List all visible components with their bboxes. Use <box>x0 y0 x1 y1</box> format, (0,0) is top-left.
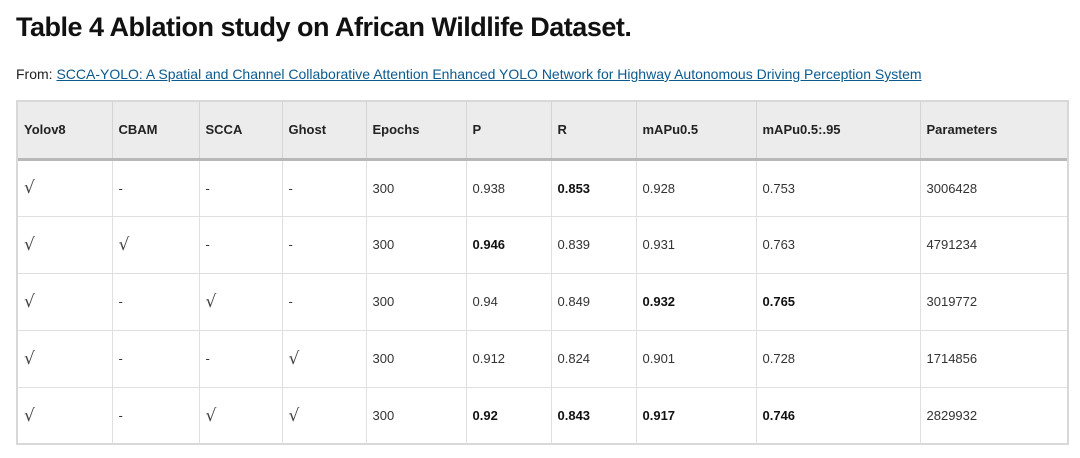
table-cell: - <box>282 216 367 274</box>
table-cell: √ <box>199 273 283 331</box>
table-cell: √ <box>18 330 113 388</box>
table-cell: 3006428 <box>920 159 1067 217</box>
table-cell: √ <box>18 273 113 331</box>
table-cell: 300 <box>366 216 467 274</box>
ablation-table-container: Yolov8 CBAM SCCA Ghost Epochs P R mAPu0.… <box>16 100 1069 445</box>
table-cell: 300 <box>366 273 467 331</box>
table-cell: 0.843 <box>551 387 637 444</box>
table-cell: 0.753 <box>756 159 921 217</box>
table-cell: 0.901 <box>636 330 757 388</box>
table-cell: - <box>112 330 200 388</box>
header-cell: Yolov8 <box>18 102 113 161</box>
table-cell: 3019772 <box>920 273 1067 331</box>
table-cell: 0.94 <box>466 273 552 331</box>
header-cell: Parameters <box>920 102 1067 161</box>
table-cell: 300 <box>366 159 467 217</box>
table-cell: 0.912 <box>466 330 552 388</box>
from-label: From: <box>16 66 53 82</box>
table-cell: 0.853 <box>551 159 637 217</box>
table-cell: 4791234 <box>920 216 1067 274</box>
table-cell: √ <box>18 159 113 217</box>
table-cell: √ <box>18 387 113 444</box>
table-cell: 2829932 <box>926 408 978 424</box>
table-cell: 0.92 <box>466 387 552 444</box>
table-cell: - <box>199 159 283 217</box>
header-cell: R <box>551 102 637 161</box>
table-row: √ √ - - 300 0.946 0.839 0.931 0.763 4791… <box>18 216 1067 274</box>
table-cell: 0.765 <box>756 273 921 331</box>
table-row: √ - √ √ 300 0.92 0.843 0.917 0.746 28299… <box>18 387 1067 444</box>
table-cell: - <box>282 273 367 331</box>
table-cell: 0.931 <box>636 216 757 274</box>
table-cell: 0.763 <box>756 216 921 274</box>
table-cell: - <box>199 216 283 274</box>
table-cell: 0.746 <box>756 387 921 444</box>
header-cell: Epochs <box>366 102 467 161</box>
table-cell: √ <box>282 387 367 444</box>
table-cell: - <box>199 330 283 388</box>
header-cell: CBAM <box>112 102 200 161</box>
table-cell: 0.938 <box>466 159 552 217</box>
table-title: Table 4 Ablation study on African Wildli… <box>16 12 632 42</box>
header-cell: Ghost <box>282 102 367 161</box>
table-cell: 0.917 <box>636 387 757 444</box>
table-row: √ - √ - 300 0.94 0.849 0.932 0.765 30197… <box>18 273 1067 331</box>
table-cell: √ <box>199 387 283 444</box>
header-cell: mAPu0.5 <box>636 102 757 161</box>
table-cell: 0.849 <box>551 273 637 331</box>
table-cell: 0.932 <box>636 273 757 331</box>
table-cell: √ <box>282 330 367 388</box>
table-row: √ - - √ 300 0.912 0.824 0.901 0.728 1714… <box>18 330 1067 388</box>
header-cell: P <box>466 102 552 161</box>
header-row: Yolov8 CBAM SCCA Ghost Epochs P R mAPu0.… <box>18 102 1067 161</box>
table-cell: - <box>282 159 367 217</box>
table-cell: 0.824 <box>551 330 637 388</box>
table-cell: - <box>112 159 200 217</box>
header-cell: mAPu0.5:.95 <box>756 102 921 161</box>
table-cell: 0.946 <box>466 216 552 274</box>
source-line: From: SCCA-YOLO: A Spatial and Channel C… <box>16 66 922 82</box>
ablation-table: Yolov8 CBAM SCCA Ghost Epochs P R mAPu0.… <box>18 102 1067 444</box>
table-cell: - <box>112 273 200 331</box>
table-row: √ - - - 300 0.938 0.853 0.928 0.753 3006… <box>18 159 1067 217</box>
table-cell: 0.728 <box>756 330 921 388</box>
table-cell: 0.839 <box>551 216 637 274</box>
table-cell: 0.928 <box>636 159 757 217</box>
table-cell: 300 <box>366 330 467 388</box>
table-cell: - <box>112 387 200 444</box>
source-article-link[interactable]: SCCA-YOLO: A Spatial and Channel Collabo… <box>56 66 922 82</box>
table-cell: √ <box>18 216 113 274</box>
table-cell: √ <box>112 216 200 274</box>
table-cell: 300 <box>366 387 467 444</box>
table-cell: 1714856 <box>920 330 1067 388</box>
header-cell: SCCA <box>199 102 283 161</box>
